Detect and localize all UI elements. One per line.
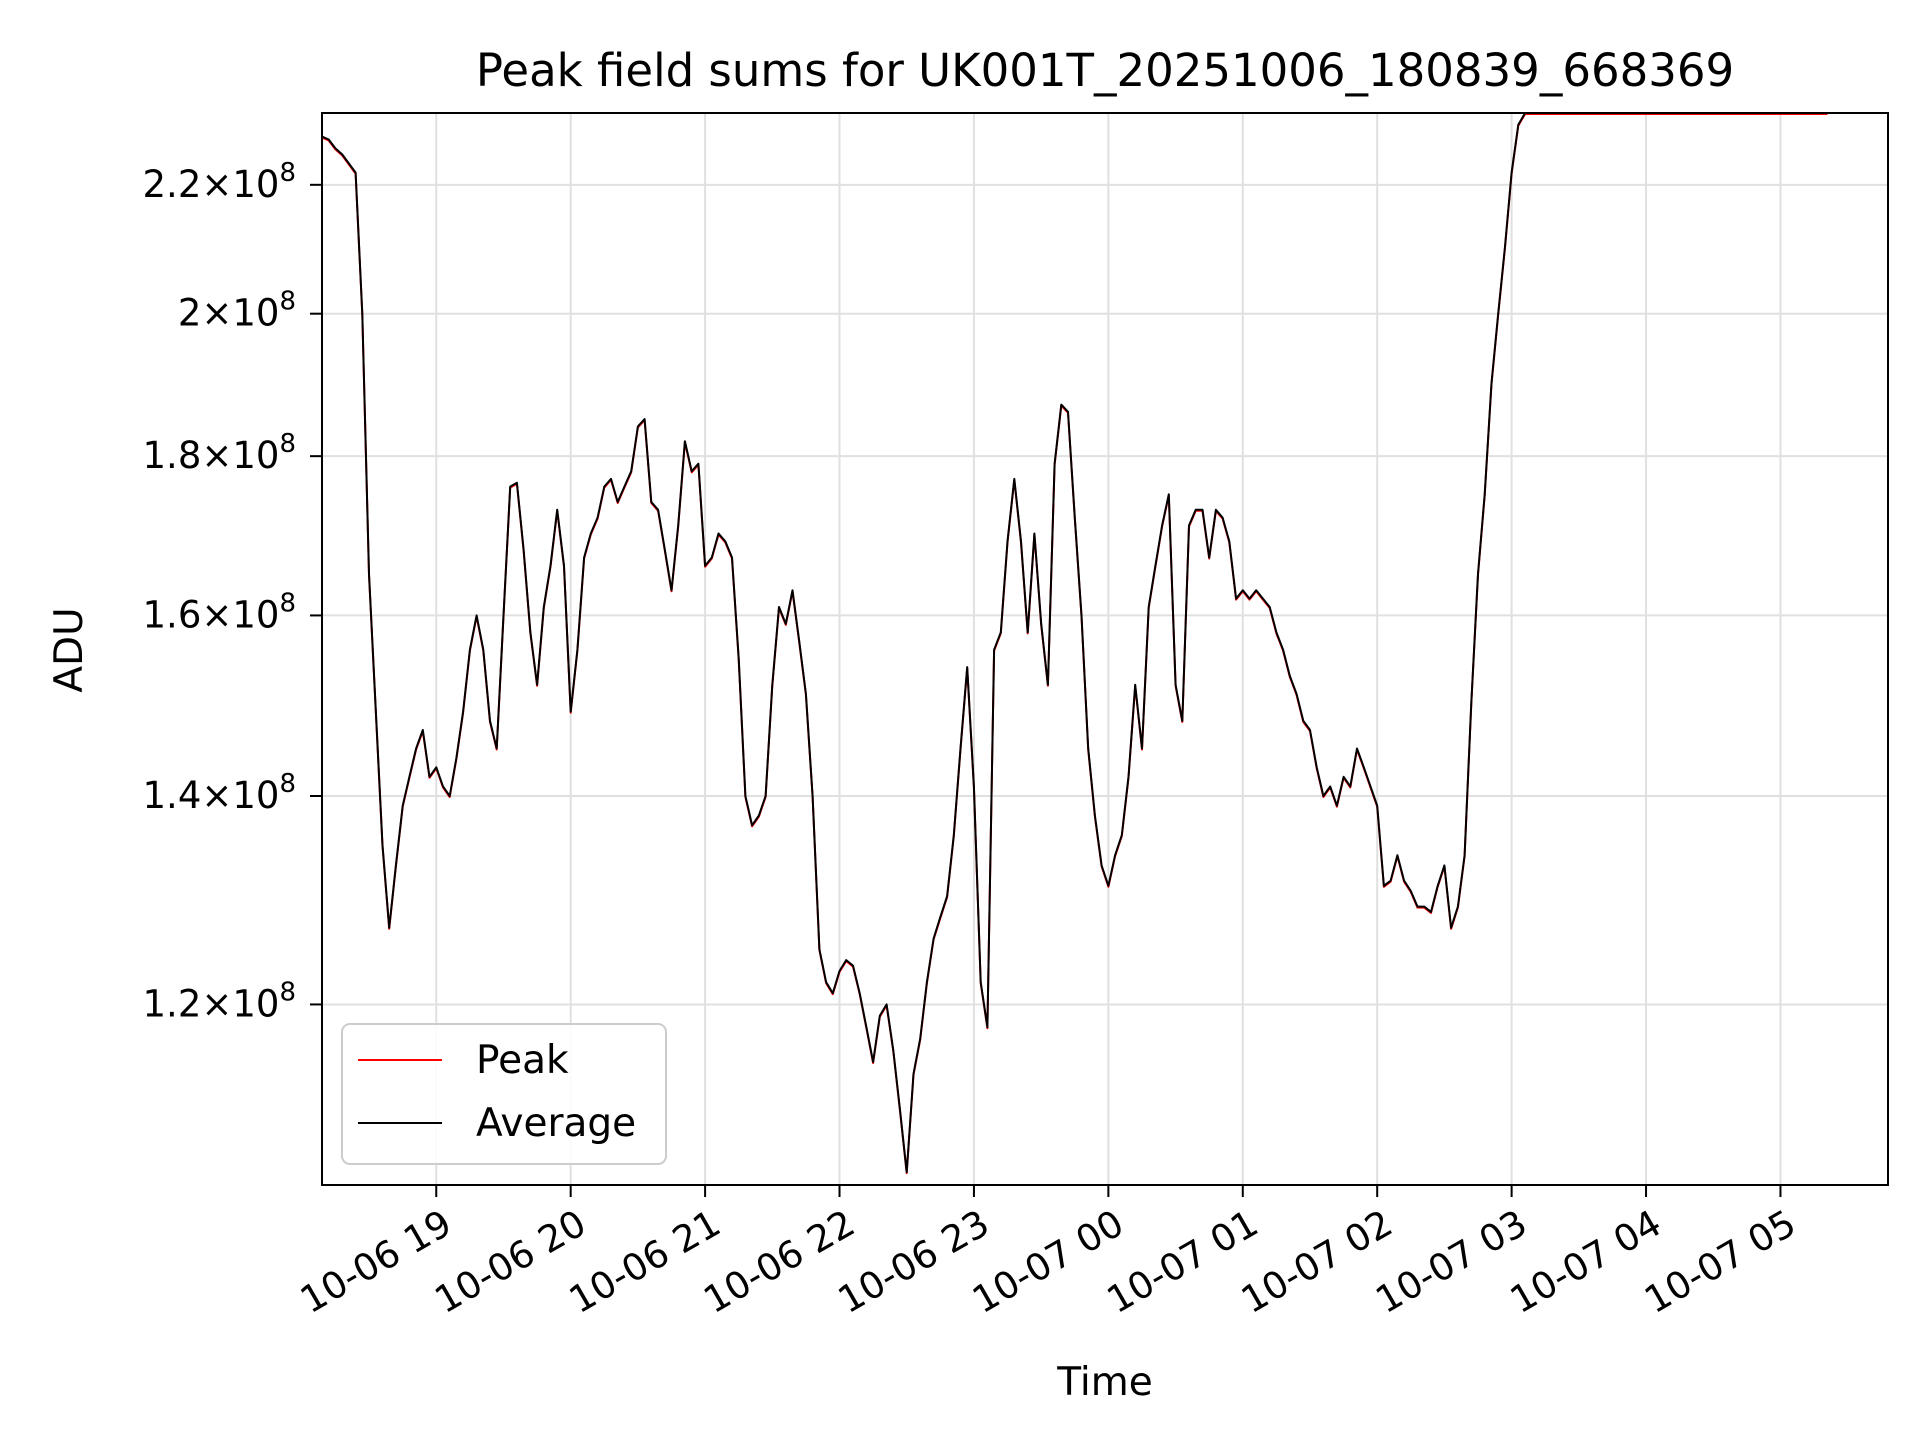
y-tick-label: 1.6×108 (143, 588, 296, 636)
legend: Peak Average (341, 1023, 667, 1165)
series-line-average (322, 113, 1828, 1174)
y-axis-label: ADU (47, 607, 92, 692)
x-tick-label: 10-07 05 (1637, 1202, 1803, 1322)
x-tick-label: 10-06 21 (562, 1202, 728, 1322)
x-tick-label: 10-07 03 (1369, 1202, 1535, 1322)
x-tick-label: 10-07 00 (965, 1202, 1131, 1322)
chart-title: Peak field sums for UK001T_20251006_1808… (476, 44, 1734, 97)
x-tick-label: 10-07 02 (1234, 1202, 1400, 1322)
x-tick-label: 10-07 01 (1100, 1202, 1266, 1322)
y-tick-label: 1.8×108 (143, 429, 296, 477)
grid-lines (322, 113, 1888, 1185)
x-tick-label: 10-06 20 (428, 1202, 594, 1322)
y-tick-label: 2.2×108 (143, 158, 296, 206)
y-tick-label: 1.2×108 (143, 977, 296, 1025)
x-tick-label: 10-07 04 (1503, 1202, 1669, 1322)
legend-peak-label: Peak (476, 1038, 569, 1083)
plot-frame (321, 112, 1889, 1186)
legend-average-label: Average (476, 1101, 636, 1146)
y-tick-label: 2×108 (178, 287, 296, 335)
y-axis-ticks: 1.2×108 1.4×108 1.6×108 1.8×108 2×108 2.2×108 (143, 158, 322, 1025)
x-tick-label: 10-06 22 (696, 1202, 862, 1322)
x-tick-label: 10-06 19 (293, 1202, 459, 1322)
series-layer (322, 113, 1828, 1175)
x-axis-label: Time (1056, 1360, 1152, 1405)
series-line-peak (322, 114, 1828, 1175)
y-tick-label: 1.4×108 (143, 769, 296, 817)
x-tick-label: 10-06 23 (831, 1202, 997, 1322)
